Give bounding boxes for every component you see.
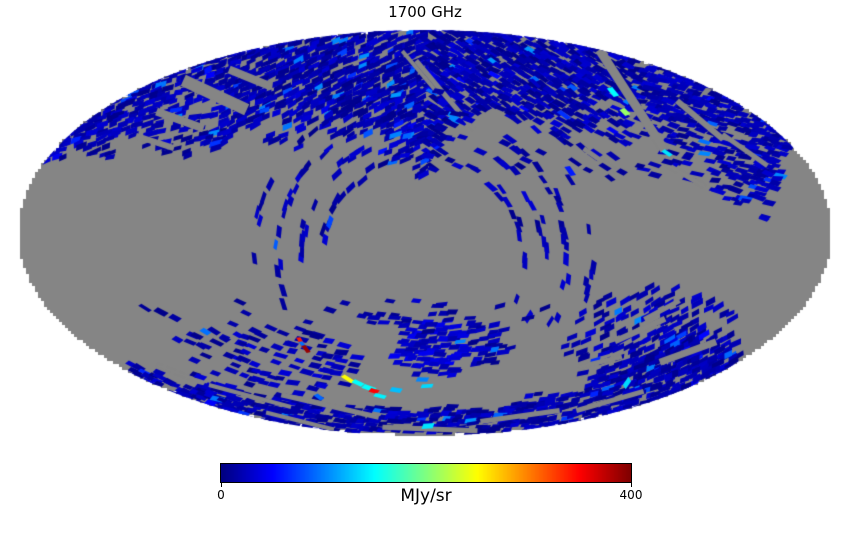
colorbar: 0 400 MJy/sr bbox=[217, 463, 642, 523]
colorbar-gradient bbox=[220, 463, 632, 483]
colorbar-tick-max bbox=[630, 483, 632, 487]
colorbar-tick-min bbox=[220, 483, 222, 487]
colorbar-min-label: 0 bbox=[217, 488, 225, 502]
colorbar-max-label: 400 bbox=[619, 488, 643, 502]
colorbar-unit-label: MJy/sr bbox=[400, 486, 452, 506]
mollweide-sky-map bbox=[0, 0, 850, 460]
